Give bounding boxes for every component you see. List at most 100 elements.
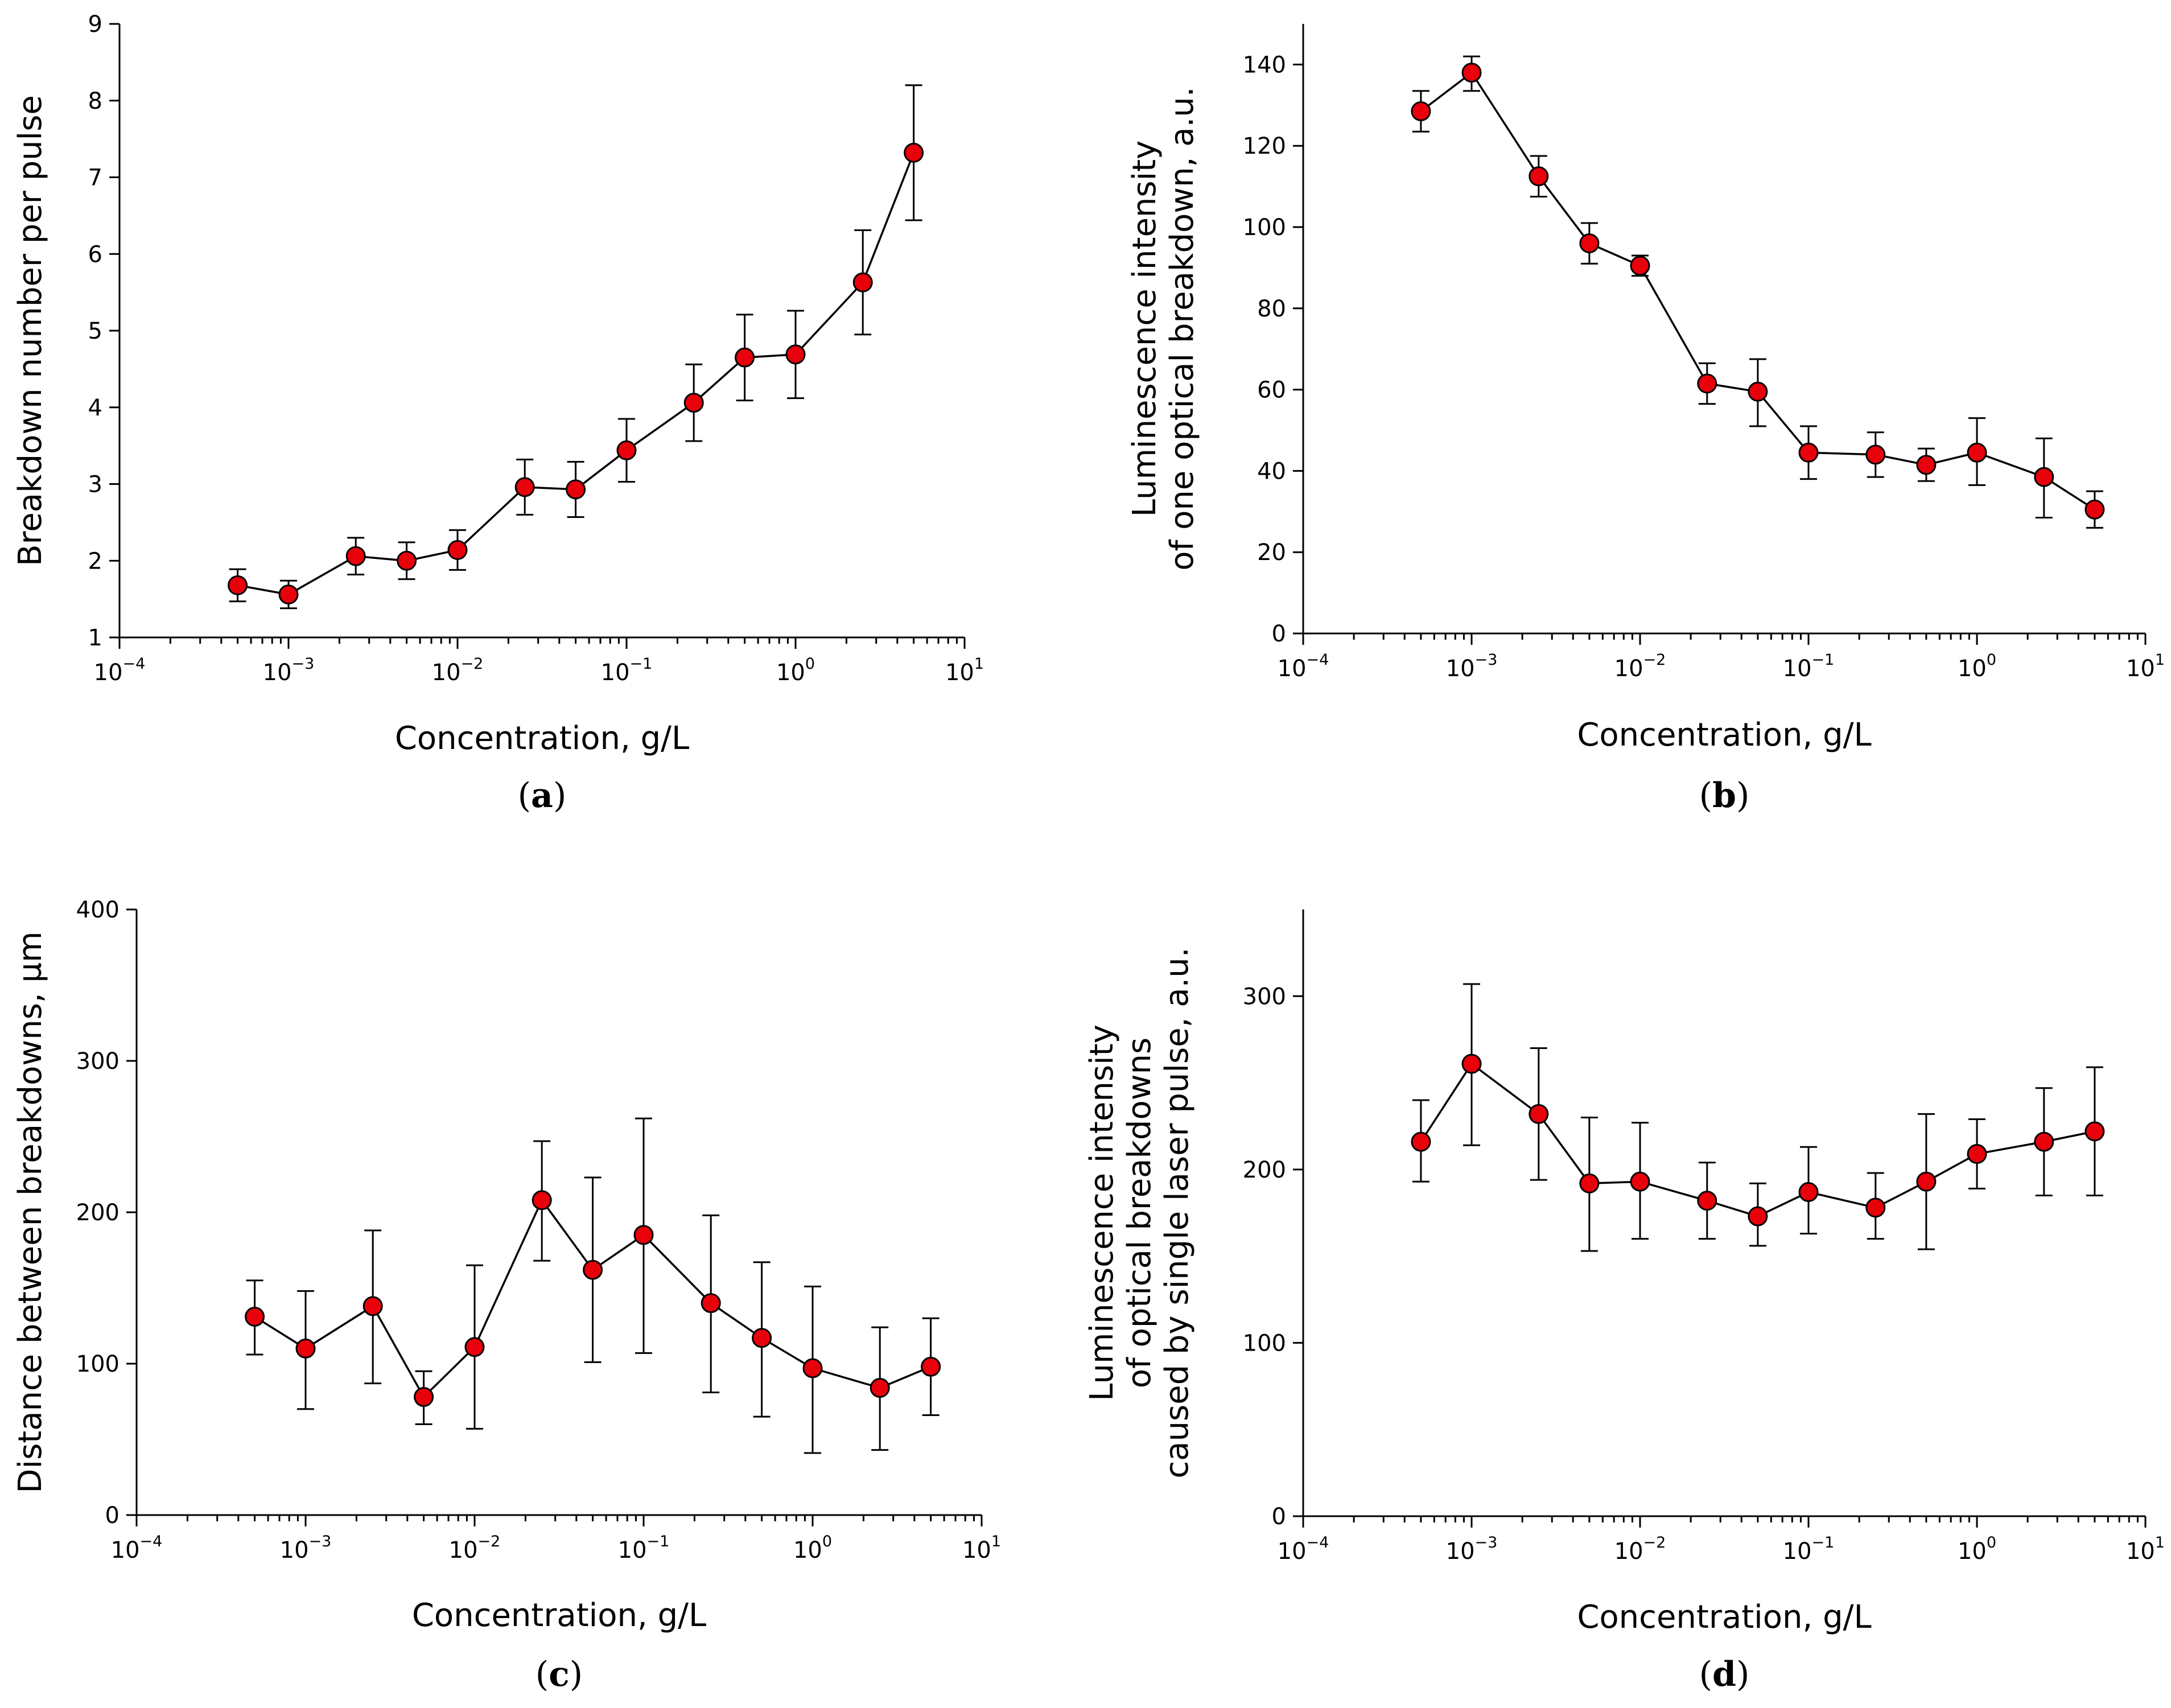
data-point — [1798, 442, 1819, 463]
x-tick-exponent: −2 — [461, 655, 484, 673]
x-tick-exponent: 0 — [1987, 651, 1996, 669]
data-point — [785, 344, 806, 365]
y-tick-label: 140 — [1243, 52, 1286, 78]
panel-caption: (a) — [518, 776, 567, 816]
y-axis-title-line: Breakdown number per pulse — [12, 95, 49, 566]
x-tick-base: 10 — [1783, 656, 1812, 682]
x-tick-base: 10 — [432, 660, 461, 686]
x-tick-base: 10 — [263, 660, 292, 686]
x-tick-label: 10−4 — [1278, 651, 1329, 682]
x-tick-base: 10 — [2126, 1538, 2155, 1565]
x-tick-label: 100 — [793, 1533, 832, 1563]
x-tick-exponent: −1 — [647, 1533, 670, 1550]
x-tick-base: 10 — [1446, 656, 1475, 682]
x-tick-exponent: −4 — [123, 655, 146, 673]
panel-b: 10−4 10−3 10−2 10−1 100 101020406080100120140… — [1126, 24, 2165, 816]
x-tick-base: 10 — [94, 660, 123, 686]
y-tick-label: 20 — [1257, 540, 1286, 566]
data-point — [752, 1328, 772, 1348]
data-point — [1411, 101, 1431, 122]
x-tick-base: 10 — [1446, 1538, 1475, 1565]
y-tick-label: 400 — [76, 897, 120, 923]
x-tick-label: 100 — [1958, 651, 1996, 682]
data-point — [1529, 166, 1549, 187]
panel-a: 10−4 10−3 10−2 10−1 100 101123456789Concentra… — [12, 11, 984, 816]
data-point — [1916, 455, 1937, 475]
y-tick-label: 200 — [1243, 1157, 1286, 1183]
x-tick-exponent: −1 — [630, 655, 653, 673]
data-point — [1967, 1143, 1987, 1164]
x-tick-base: 10 — [280, 1537, 309, 1563]
x-axis-title: Concentration, g/L — [1577, 717, 1871, 754]
x-tick-label: 10−2 — [1614, 651, 1666, 682]
data-point — [1748, 381, 1768, 402]
y-tick-label: 6 — [88, 241, 102, 267]
x-tick-base: 10 — [1958, 656, 1987, 682]
caption-open: ( — [535, 1655, 549, 1694]
x-tick-exponent: −4 — [1307, 651, 1329, 669]
x-tick-exponent: −4 — [140, 1533, 163, 1550]
y-tick-label: 1 — [88, 625, 102, 651]
data-point — [1461, 1053, 1482, 1074]
data-point — [1411, 1131, 1431, 1152]
data-point — [1798, 1182, 1819, 1202]
data-point — [1967, 442, 1987, 463]
y-tick-label: 60 — [1257, 377, 1286, 404]
caption-close: ) — [570, 1655, 583, 1694]
x-tick-label: 101 — [945, 655, 984, 686]
x-tick-base: 10 — [618, 1537, 647, 1563]
data-point — [683, 393, 704, 413]
x-tick-base: 10 — [962, 1537, 991, 1563]
caption-open: ( — [1699, 776, 1712, 816]
x-tick-exponent: −1 — [1812, 1534, 1835, 1551]
data-point — [514, 477, 535, 497]
x-tick-label: 10−3 — [280, 1533, 332, 1563]
x-tick-label: 10−3 — [1446, 1534, 1498, 1565]
x-tick-exponent: −4 — [1307, 1534, 1329, 1551]
data-point — [852, 272, 873, 293]
x-tick-base: 10 — [1278, 1538, 1307, 1565]
y-tick-label: 0 — [105, 1503, 120, 1529]
data-point — [2034, 467, 2054, 487]
caption-close: ) — [1736, 1655, 1749, 1694]
x-tick-label: 10−2 — [449, 1533, 501, 1563]
data-point — [1579, 233, 1600, 254]
y-tick-label: 7 — [88, 165, 102, 191]
caption-letter: d — [1712, 1655, 1736, 1694]
x-tick-label: 10−1 — [601, 655, 653, 686]
x-tick-exponent: 0 — [805, 655, 815, 673]
data-point — [1579, 1173, 1600, 1193]
data-point — [1916, 1171, 1937, 1192]
x-tick-exponent: −2 — [1643, 1534, 1666, 1551]
caption-letter: b — [1712, 776, 1736, 816]
caption-open: ( — [518, 776, 531, 816]
caption-open: ( — [1699, 1655, 1712, 1694]
data-point — [1865, 445, 1886, 465]
y-axis-title-line: Distance between breakdowns, µm — [12, 931, 49, 1493]
y-tick-label: 8 — [88, 88, 102, 114]
x-tick-label: 100 — [776, 655, 815, 686]
data-point — [414, 1387, 434, 1407]
y-tick-label: 120 — [1243, 133, 1286, 159]
data-point — [2085, 499, 2105, 520]
y-axis-title-line: Luminescence intensity — [1126, 141, 1163, 517]
data-point — [1630, 256, 1650, 276]
x-tick-label: 10−1 — [1783, 1534, 1835, 1565]
data-point — [566, 479, 586, 500]
data-point — [278, 585, 299, 605]
x-tick-base: 10 — [945, 660, 974, 686]
y-axis-title-line: of one optical breakdown, a.u. — [1164, 87, 1201, 570]
x-axis-title: Concentration, g/L — [395, 720, 689, 757]
x-tick-exponent: 1 — [974, 655, 984, 673]
x-tick-exponent: 0 — [822, 1533, 832, 1550]
y-tick-label: 0 — [1272, 1504, 1286, 1530]
data-point — [397, 550, 417, 571]
caption-close: ) — [553, 776, 566, 816]
data-point — [735, 347, 755, 368]
x-tick-exponent: −3 — [1475, 651, 1498, 669]
x-tick-exponent: −2 — [1643, 651, 1666, 669]
y-tick-label: 5 — [88, 318, 102, 344]
x-tick-base: 10 — [776, 660, 805, 686]
y-tick-label: 80 — [1257, 296, 1286, 322]
panel-caption: (d) — [1699, 1655, 1750, 1694]
